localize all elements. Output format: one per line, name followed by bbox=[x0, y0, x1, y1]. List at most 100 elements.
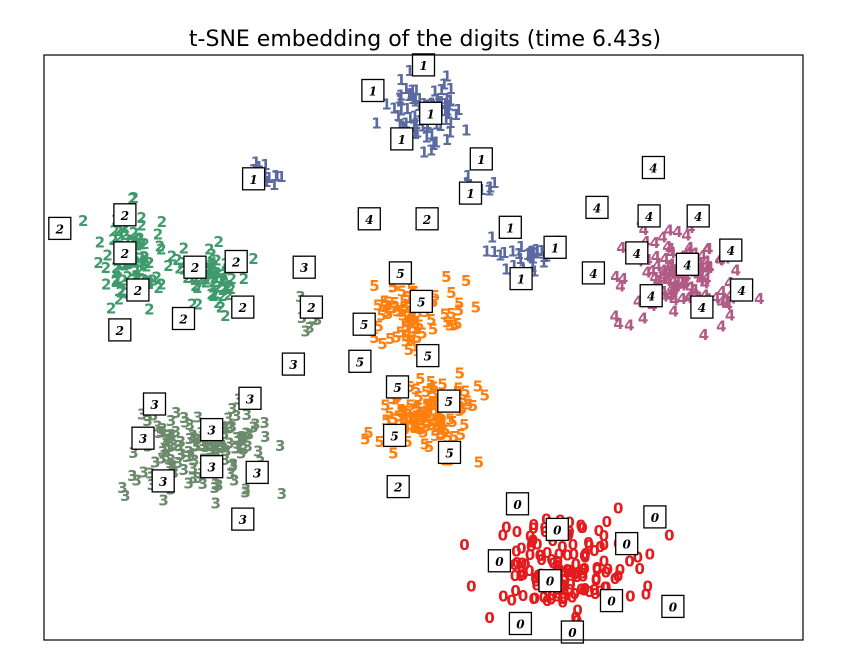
digit-point-5: 5 bbox=[369, 329, 379, 347]
digit-point-2: 2 bbox=[187, 295, 197, 313]
digit-point-5: 5 bbox=[410, 417, 420, 435]
digit-point-1: 1 bbox=[276, 168, 286, 186]
digit-thumbnail-1: 1 bbox=[458, 181, 483, 205]
digit-point-1: 1 bbox=[436, 81, 446, 99]
digit-point-0: 0 bbox=[577, 565, 587, 583]
digit-point-0: 0 bbox=[642, 578, 652, 596]
digit-point-2: 2 bbox=[132, 234, 142, 252]
digit-point-1: 1 bbox=[408, 90, 418, 108]
digit-point-5: 5 bbox=[392, 302, 402, 320]
thumbnail-frame bbox=[238, 386, 262, 410]
digit-thumbnail-1: 1 bbox=[419, 101, 443, 125]
thumbnail-digit: 3 bbox=[289, 358, 297, 372]
digit-point-5: 5 bbox=[474, 454, 484, 472]
digit-thumbnail-4: 4 bbox=[625, 241, 649, 265]
thumbnail-digit: 0 bbox=[546, 575, 555, 589]
digit-point-3: 3 bbox=[227, 418, 237, 436]
digit-point-0: 0 bbox=[542, 544, 552, 562]
digit-point-2: 2 bbox=[218, 281, 228, 299]
digit-point-0: 0 bbox=[557, 593, 567, 611]
digit-point-0: 0 bbox=[613, 567, 623, 585]
digit-point-3: 3 bbox=[242, 406, 252, 424]
digit-point-2: 2 bbox=[113, 222, 123, 240]
digit-point-1: 1 bbox=[407, 81, 417, 99]
digit-point-5: 5 bbox=[411, 381, 421, 399]
digit-point-4: 4 bbox=[664, 221, 674, 239]
digit-point-2: 2 bbox=[135, 249, 145, 267]
digit-point-4: 4 bbox=[615, 278, 625, 296]
digit-point-4: 4 bbox=[663, 265, 673, 283]
digit-thumbnail-4: 4 bbox=[581, 261, 606, 285]
thumbnail-frame bbox=[719, 238, 743, 262]
digit-point-5: 5 bbox=[419, 404, 429, 422]
digit-thumbnail-5: 5 bbox=[348, 349, 372, 373]
digit-point-3: 3 bbox=[180, 414, 190, 432]
digit-point-1: 1 bbox=[451, 106, 461, 124]
digit-point-4: 4 bbox=[652, 257, 662, 275]
digit-point-5: 5 bbox=[428, 293, 438, 311]
digit-point-2: 2 bbox=[208, 287, 218, 305]
digit-point-2: 2 bbox=[239, 270, 249, 288]
digit-point-1: 1 bbox=[409, 108, 419, 126]
digit-point-4: 4 bbox=[668, 282, 678, 300]
digit-point-0: 0 bbox=[579, 561, 589, 579]
digit-point-5: 5 bbox=[373, 318, 383, 336]
digit-point-4: 4 bbox=[657, 228, 667, 246]
digit-point-2: 2 bbox=[177, 254, 187, 272]
digit-point-1: 1 bbox=[395, 91, 405, 109]
thumbnail-digit: 4 bbox=[645, 210, 653, 224]
digit-point-2: 2 bbox=[108, 231, 118, 249]
digit-point-5: 5 bbox=[452, 315, 462, 333]
thumbnail-frame bbox=[348, 349, 372, 373]
digit-point-2: 2 bbox=[205, 262, 215, 280]
digit-point-2: 2 bbox=[109, 222, 119, 240]
digit-point-5: 5 bbox=[454, 301, 464, 319]
digit-point-0: 0 bbox=[559, 577, 569, 595]
thumbnail-digit: 0 bbox=[651, 511, 660, 525]
digit-point-2: 2 bbox=[199, 270, 209, 288]
digit-thumbnail-1: 1 bbox=[411, 53, 436, 77]
digit-point-3: 3 bbox=[142, 412, 152, 430]
thumbnail-frame bbox=[545, 517, 569, 542]
digit-point-0: 0 bbox=[565, 581, 575, 599]
digit-point-5: 5 bbox=[442, 314, 452, 332]
digit-point-3: 3 bbox=[188, 469, 198, 487]
digit-point-5: 5 bbox=[383, 294, 393, 312]
digit-point-0: 0 bbox=[559, 571, 569, 589]
digit-point-5: 5 bbox=[457, 400, 467, 418]
digit-point-1: 1 bbox=[411, 82, 421, 100]
digit-point-4: 4 bbox=[649, 269, 659, 287]
thumbnail-digit: 2 bbox=[422, 213, 431, 227]
digit-point-3: 3 bbox=[143, 407, 153, 425]
digit-point-2: 2 bbox=[141, 258, 151, 276]
digit-point-1: 1 bbox=[489, 243, 499, 261]
digit-point-1: 1 bbox=[443, 105, 453, 123]
digit-point-4: 4 bbox=[725, 306, 735, 324]
digit-point-5: 5 bbox=[423, 403, 433, 421]
digit-point-3: 3 bbox=[220, 419, 230, 437]
digit-point-2: 2 bbox=[139, 252, 149, 270]
thumbnail-frame bbox=[151, 469, 175, 493]
digit-point-5: 5 bbox=[381, 411, 391, 429]
digit-point-1: 1 bbox=[394, 90, 404, 108]
digit-point-5: 5 bbox=[414, 316, 424, 334]
digit-point-3: 3 bbox=[260, 428, 270, 446]
digit-point-0: 0 bbox=[559, 588, 569, 606]
digit-point-0: 0 bbox=[553, 553, 563, 571]
digit-point-5: 5 bbox=[397, 282, 407, 300]
thumbnail-frame bbox=[437, 389, 461, 413]
digit-point-4: 4 bbox=[666, 244, 676, 262]
digit-thumbnail-5: 5 bbox=[437, 389, 461, 413]
digit-point-3: 3 bbox=[312, 311, 322, 329]
digit-point-0: 0 bbox=[573, 564, 583, 582]
digit-thumbnail-2: 2 bbox=[126, 278, 150, 302]
digit-point-2: 2 bbox=[217, 270, 227, 288]
digit-point-3: 3 bbox=[185, 416, 195, 434]
digit-point-0: 0 bbox=[564, 523, 574, 541]
thumbnail-digit: 5 bbox=[445, 446, 453, 460]
digit-point-0: 0 bbox=[546, 551, 556, 569]
digit-point-5: 5 bbox=[397, 403, 407, 421]
digit-point-5: 5 bbox=[409, 419, 419, 437]
digit-point-2: 2 bbox=[102, 247, 112, 265]
